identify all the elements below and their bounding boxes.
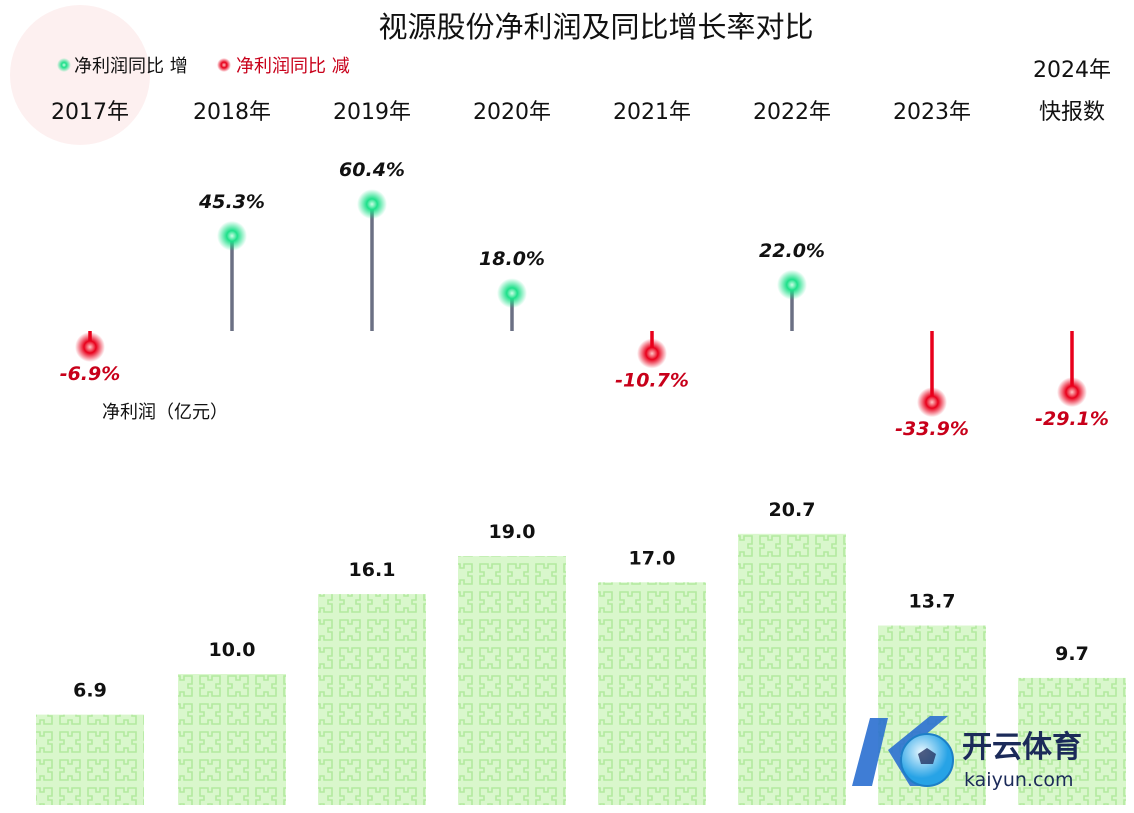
watermark-brand: 开云体育: [962, 730, 1082, 765]
legend-increase-dot: [57, 58, 71, 72]
profit-value-label-0: 6.9: [73, 680, 107, 702]
profit-bar-0: [36, 714, 144, 805]
category-label-3: 2020年: [473, 100, 551, 125]
growth-marker-4: [637, 338, 667, 369]
chart-title: 视源股份净利润及同比增长率对比: [378, 10, 813, 44]
profit-value-label-1: 10.0: [209, 639, 256, 661]
category-label-4: 2021年: [613, 100, 691, 125]
growth-marker-7: [1057, 377, 1087, 408]
category-label-0: 2017年: [51, 100, 129, 125]
growth-marker-3: [497, 278, 527, 309]
legend-increase-label: 净利润同比 增: [74, 56, 188, 77]
growth-value-label-2: 60.4%: [339, 159, 405, 181]
growth-marker-0: [75, 332, 105, 362]
category-label-7-line-0: 2024年: [1033, 58, 1111, 83]
profit-value-label-7: 9.7: [1055, 643, 1089, 665]
profit-value-label-4: 17.0: [629, 547, 676, 569]
watermark-url: kaiyun.com: [964, 769, 1074, 791]
decorative-blob: [10, 5, 150, 145]
profit-value-label-5: 20.7: [769, 499, 816, 521]
category-label-5: 2022年: [753, 100, 831, 125]
growth-value-label-1: 45.3%: [198, 191, 265, 213]
growth-value-label-3: 18.0%: [479, 248, 545, 270]
growth-value-label-0: -6.9%: [60, 363, 121, 385]
category-label-1: 2018年: [193, 100, 271, 125]
watermark-ball-pattern: [918, 748, 936, 764]
profit-bar-7: [1018, 677, 1126, 805]
category-label-2: 2019年: [333, 100, 411, 125]
profit-value-label-6: 13.7: [909, 591, 956, 613]
profit-value-label-3: 19.0: [489, 521, 536, 543]
watermark-logo: 开云体育 kaiyun.com: [852, 716, 1082, 791]
legend-decrease-dot: [217, 58, 231, 72]
category-label-6: 2023年: [893, 100, 971, 125]
profit-bar-5: [738, 533, 846, 805]
growth-value-label-5: 22.0%: [759, 240, 825, 262]
legend-decrease-label: 净利润同比 减: [236, 56, 350, 77]
growth-marker-6: [917, 387, 947, 418]
profit-bar-1: [178, 674, 286, 805]
bar-axis-label: 净利润（亿元）: [102, 402, 228, 423]
category-label-7-line-1: 快报数: [1039, 100, 1105, 125]
profit-bar-4: [598, 582, 706, 805]
growth-value-label-7: -29.1%: [1035, 408, 1109, 430]
legend: 净利润同比 增 净利润同比 减: [57, 56, 350, 77]
net-profit-bars: 6.9 10.0 16.1 19.0 17.0 20.7 13.7 9.7: [36, 496, 1126, 805]
growth-value-label-6: -33.9%: [895, 418, 969, 440]
profit-value-label-2: 16.1: [349, 559, 396, 581]
growth-rate-markers: -6.9% 45.3% 60.4% 18.0% -10.7% 22.0% -33.9% -29…: [58, 157, 1111, 442]
growth-value-label-4: -10.7%: [615, 369, 689, 391]
growth-marker-2: [357, 189, 387, 220]
profit-bar-3: [458, 556, 566, 805]
category-labels: 2017年 2018年 2019年 2020年 2021年 2022年 2023年 2024年…: [51, 58, 1111, 125]
growth-marker-5: [777, 269, 807, 300]
profit-bar-2: [318, 594, 426, 805]
growth-marker-1: [217, 220, 247, 251]
